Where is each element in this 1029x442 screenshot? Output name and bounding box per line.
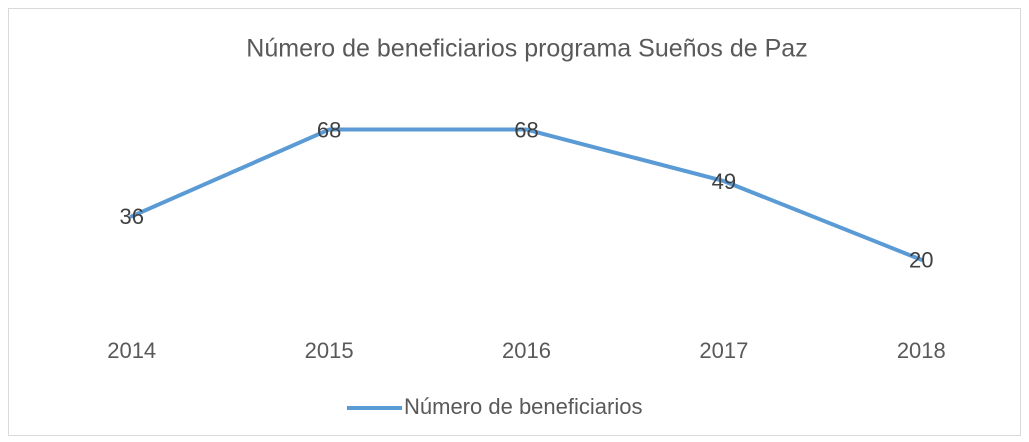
x-tick-label: 2014 [107, 338, 156, 363]
x-tick-label: 2017 [699, 338, 748, 363]
data-label: 20 [909, 248, 933, 273]
chart-border [8, 8, 1021, 436]
data-label: 36 [119, 204, 143, 229]
series-line [129, 127, 924, 262]
x-tick-label: 2015 [305, 338, 354, 363]
data-label: 68 [514, 117, 538, 142]
data-label: 49 [712, 169, 736, 194]
data-label: 68 [317, 117, 341, 142]
chart-title: Número de beneficiarios programa Sueños … [246, 35, 807, 63]
x-tick-label: 2018 [897, 338, 946, 363]
legend-label: Número de beneficiarios [404, 394, 642, 419]
x-tick-label: 2016 [502, 338, 551, 363]
